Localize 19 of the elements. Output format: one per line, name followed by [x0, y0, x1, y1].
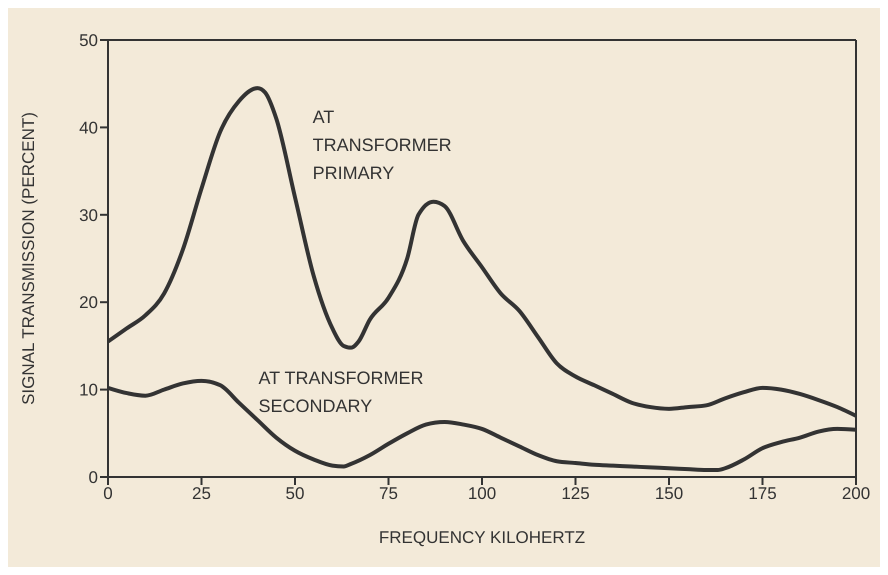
x-tick-label: 125 [561, 484, 590, 504]
x-axis-title: FREQUENCY KILOHERTZ [378, 528, 586, 547]
series-label: AT TRANSFORMER PRIMARY [312, 107, 452, 184]
y-tick-label: 40 [79, 118, 98, 138]
x-tick-label: 200 [842, 484, 870, 504]
series-label: AT TRANSFORMER SECONDARY [258, 368, 424, 416]
x-tick-label: 100 [468, 484, 496, 504]
x-tick-label: 150 [654, 484, 684, 504]
y-axis-title: SIGNAL TRANSMISSION (PERCENT) [19, 112, 38, 405]
y-tick-label: 50 [79, 31, 98, 50]
x-tick-label: 0 [103, 484, 113, 504]
y-tick-label: 0 [88, 468, 98, 488]
x-tick-label: 75 [379, 484, 398, 504]
x-tick-label: 25 [192, 484, 211, 504]
x-tick-label: 50 [286, 484, 304, 504]
x-tick-label: 175 [748, 484, 777, 504]
y-tick-label: 20 [79, 293, 98, 312]
y-tick-label: 30 [79, 206, 98, 225]
y-tick-label: 10 [79, 380, 98, 400]
